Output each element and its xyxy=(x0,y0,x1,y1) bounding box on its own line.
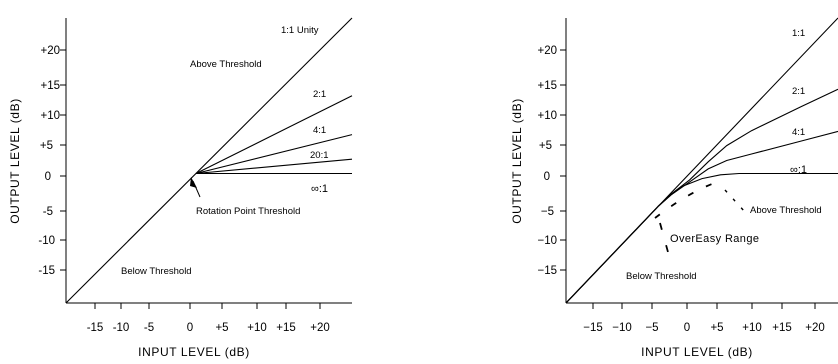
y-tick-label: -10 xyxy=(38,235,55,247)
y-tick-label: 0 xyxy=(544,171,550,183)
x-tick-label: -15 xyxy=(87,322,104,334)
hard-knee-y-tick-labels: +20 +15 +10 +5 0 -5 -10 -15 xyxy=(38,45,60,277)
y-tick-label: −15 xyxy=(537,265,557,277)
y-tick-label: -15 xyxy=(38,265,55,277)
curve-inf-1 xyxy=(565,172,838,304)
x-tick-label: +5 xyxy=(215,322,228,334)
x-tick-label: +15 xyxy=(772,322,792,334)
x-tick-label: 0 xyxy=(684,322,690,334)
curve-label-inf-1: ∞:1 xyxy=(790,164,807,176)
overeasy-chart: −15 −10 −5 0 +5 +10 +15 +20 +20 +15 +10 … xyxy=(510,17,838,359)
y-tick-label: +20 xyxy=(537,45,557,57)
y-tick-label: +10 xyxy=(537,110,557,122)
annotation-above-threshold: Above Threshold xyxy=(190,59,262,70)
hard-knee-x-tick-labels: -15 -10 -5 0 +5 +10 +15 +20 xyxy=(87,322,330,334)
y-tick-label: +15 xyxy=(40,80,60,92)
annotation-below-threshold: Below Threshold xyxy=(626,271,697,282)
x-axis-title: INPUT LEVEL (dB) xyxy=(138,345,250,359)
y-tick-label: +20 xyxy=(40,45,60,57)
hard-knee-chart: -15 -10 -5 0 +5 +10 +15 +20 +20 +15 +10 … xyxy=(8,17,353,359)
y-axis-title: OUTPUT LEVEL (dB) xyxy=(510,98,524,224)
curve-4-1 xyxy=(565,130,838,304)
curve-label-inf-1: ∞:1 xyxy=(311,183,328,195)
x-tick-label: +15 xyxy=(276,322,296,334)
hard-knee-tick-marks xyxy=(60,49,321,309)
y-tick-label: −5 xyxy=(541,206,554,218)
curve-label-1-1: 1:1 xyxy=(792,28,805,39)
x-tick-label: +5 xyxy=(710,322,723,334)
overeasy-y-tick-labels: +20 +15 +10 +5 0 −5 −10 −15 xyxy=(537,45,557,277)
annotation-overeasy-range: OverEasy Range xyxy=(670,233,759,245)
x-tick-label: −5 xyxy=(645,322,658,334)
curve-label-4-1: 4:1 xyxy=(792,127,805,138)
curve-label-4-1: 4:1 xyxy=(313,125,326,136)
y-tick-label: −10 xyxy=(537,235,557,247)
x-tick-label: +20 xyxy=(805,322,825,334)
x-tick-label: −15 xyxy=(583,322,603,334)
y-tick-label: 0 xyxy=(45,171,51,183)
y-tick-label: +10 xyxy=(40,110,60,122)
hard-knee-axes xyxy=(65,18,352,304)
y-tick-label: +5 xyxy=(40,140,53,152)
overeasy-range-line-b xyxy=(724,189,746,213)
overeasy-tick-marks xyxy=(560,49,816,309)
curve-1-1 xyxy=(65,17,353,304)
x-tick-label: +20 xyxy=(310,322,330,334)
annotation-below-threshold: Below Threshold xyxy=(121,266,192,277)
overeasy-x-tick-labels: −15 −10 −5 0 +5 +10 +15 +20 xyxy=(583,322,825,334)
x-tick-label: -10 xyxy=(113,322,130,334)
overeasy-axes xyxy=(565,18,838,304)
x-tick-label: 0 xyxy=(187,322,193,334)
curve-20-1 xyxy=(195,158,353,175)
y-tick-label: -5 xyxy=(43,206,53,218)
overeasy-range-line-a xyxy=(659,222,672,264)
x-tick-label: +10 xyxy=(742,322,762,334)
curve-label-1-1: 1:1 Unity xyxy=(281,25,319,36)
x-tick-label: +10 xyxy=(247,322,267,334)
overeasy-range-arc xyxy=(654,180,721,219)
x-tick-label: −10 xyxy=(612,322,632,334)
y-tick-label: +15 xyxy=(537,80,557,92)
y-tick-label: +5 xyxy=(539,140,552,152)
curve-label-2-1: 2:1 xyxy=(792,86,805,97)
x-axis-title: INPUT LEVEL (dB) xyxy=(641,345,753,359)
annotation-above-threshold: Above Threshold xyxy=(750,205,822,216)
curve-2-1 xyxy=(565,88,838,304)
rotation-point-arrow xyxy=(190,177,201,198)
curve-label-20-1: 20:1 xyxy=(310,150,329,161)
x-tick-label: -5 xyxy=(144,322,154,334)
annotation-rotation-point: Rotation Point Threshold xyxy=(196,206,300,217)
hard-knee-curves xyxy=(65,17,353,304)
curve-label-2-1: 2:1 xyxy=(313,89,326,100)
y-axis-title: OUTPUT LEVEL (dB) xyxy=(8,98,22,224)
curve-4-1 xyxy=(195,134,353,175)
overeasy-curves xyxy=(565,17,838,304)
curve-2-1 xyxy=(195,95,353,174)
